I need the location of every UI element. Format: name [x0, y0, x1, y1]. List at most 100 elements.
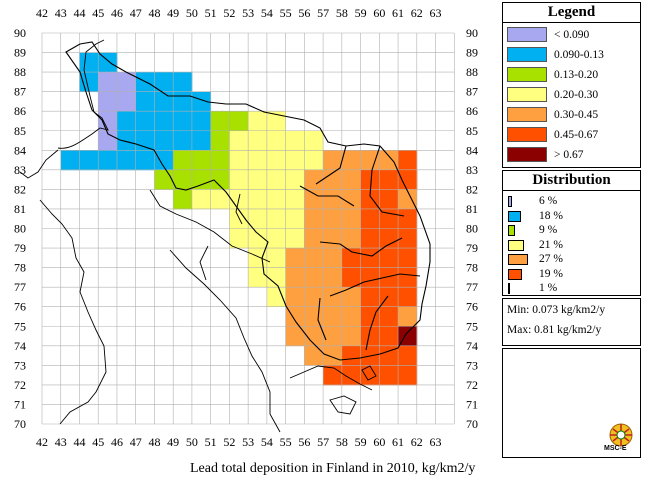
- deposition-cell: [116, 72, 137, 93]
- deposition-cell: [304, 228, 324, 249]
- legend-item: 0.45-0.67: [507, 127, 598, 143]
- y-tick-label: 77: [466, 280, 478, 294]
- distribution-item: 1 %: [508, 282, 557, 295]
- deposition-cell: [341, 267, 361, 288]
- x-tick-label: 55: [280, 435, 292, 449]
- legend-item: 0.090-0.13: [507, 47, 604, 63]
- legend-item: 0.13-0.20: [507, 67, 598, 83]
- y-tick-label: 74: [466, 339, 478, 353]
- deposition-cell: [191, 150, 212, 171]
- x-axis-bottom: 42 43 44 45 46 47 48 49 50 51 52 53 54 55 56 57 58 59 60 61…: [36, 435, 442, 449]
- x-tick-label: 44: [73, 435, 85, 449]
- legend-swatch: [507, 87, 547, 102]
- y-tick-label: 76: [466, 300, 478, 314]
- logo-text: MSC-E: [604, 445, 627, 452]
- deposition-cell: [135, 111, 155, 132]
- x-tick-label: 60: [373, 435, 385, 449]
- y-tick-label: 86: [14, 104, 26, 118]
- deposition-cell: [323, 189, 343, 210]
- deposition-cell: [266, 287, 287, 308]
- y-tick-label: 77: [14, 280, 26, 294]
- deposition-cell: [210, 150, 230, 171]
- legend-swatch: [507, 27, 547, 42]
- distribution-item: 9 %: [508, 224, 557, 237]
- deposition-cell: [285, 130, 305, 151]
- deposition-cell: [173, 91, 193, 112]
- distribution-percent: 1 %: [539, 282, 558, 294]
- deposition-cell: [304, 248, 324, 268]
- y-tick-label: 81: [466, 202, 478, 216]
- distribution-item: 18 %: [508, 210, 563, 223]
- x-tick-label: 54: [261, 6, 273, 20]
- deposition-cell: [304, 208, 324, 229]
- deposition-cell: [360, 208, 380, 229]
- legend-label: 0.45-0.67: [554, 129, 599, 141]
- deposition-cell: [323, 326, 343, 347]
- legend-item: 0.30-0.45: [507, 107, 598, 123]
- x-tick-label: 43: [55, 6, 67, 20]
- x-tick-label: 54: [261, 435, 273, 449]
- x-tick-label: 58: [336, 6, 348, 20]
- deposition-cell: [360, 326, 380, 347]
- deposition-cell: [98, 111, 118, 132]
- deposition-cell: [116, 111, 137, 132]
- y-tick-label: 89: [466, 46, 478, 60]
- deposition-cell: [379, 345, 399, 366]
- deposition-cell: [229, 169, 249, 190]
- deposition-cell: [341, 365, 361, 386]
- deposition-cell: [285, 228, 305, 249]
- deposition-cell: [135, 150, 155, 171]
- deposition-cell: [154, 91, 174, 112]
- x-tick-label: 45: [92, 6, 104, 20]
- x-tick-label: 49: [167, 6, 179, 20]
- deposition-cell: [341, 306, 361, 327]
- distribution-panel: Distribution 6 % 18 % 9 % 21 % 27 % 19 % 1 %: [502, 170, 641, 296]
- deposition-cell: [248, 111, 268, 132]
- deposition-cell: [229, 228, 249, 249]
- deposition-cell: [248, 208, 268, 229]
- x-tick-label: 45: [92, 435, 104, 449]
- coastline: [19, 39, 377, 433]
- deposition-cell: [285, 306, 305, 327]
- x-tick-label: 61: [392, 6, 404, 20]
- distribution-item: 19 %: [508, 268, 563, 281]
- deposition-cell: [379, 189, 399, 210]
- deposition-cell: [266, 208, 287, 229]
- x-tick-label: 61: [392, 435, 404, 449]
- deposition-cell: [98, 52, 118, 73]
- deposition-cell: [60, 150, 80, 171]
- map-caption: Lead total deposition in Finland in 2010…: [190, 461, 476, 476]
- deposition-cell: [154, 111, 174, 132]
- deposition-cell: [304, 169, 324, 190]
- logo-area: MSC-E: [502, 348, 641, 458]
- x-tick-label: 52: [223, 435, 235, 449]
- x-tick-label: 48: [148, 435, 160, 449]
- x-tick-label: 57: [317, 435, 329, 449]
- deposition-cell: [304, 267, 324, 288]
- distribution-percent: 9 %: [539, 224, 558, 236]
- deposition-cell: [116, 91, 137, 112]
- deposition-cell: [135, 91, 155, 112]
- finland-border: [65, 41, 431, 361]
- legend-label: 0.090-0.13: [554, 49, 604, 61]
- deposition-cell: [360, 150, 380, 171]
- deposition-cell: [154, 130, 174, 151]
- deposition-cell: [304, 130, 324, 151]
- y-tick-label: 88: [14, 65, 26, 79]
- y-tick-label: 70: [14, 417, 26, 431]
- x-tick-label: 59: [355, 6, 367, 20]
- y-tick-label: 90: [14, 26, 26, 40]
- deposition-map: 42 43 44 45 46 47 48 49 50 51 52 53 54 55 56 57 58 59 60 61…: [14, 6, 478, 449]
- y-axis-left: 90 89 88 87 86 85 84 83 82 81 80 79 78 77 76 75 74 73 72 71…: [14, 26, 26, 431]
- deposition-cell: [341, 189, 361, 210]
- distribution-bar: [508, 225, 515, 236]
- deposition-cell: [229, 111, 249, 132]
- deposition-cell: [398, 267, 418, 288]
- x-tick-label: 60: [373, 6, 385, 20]
- deposition-cell: [379, 169, 399, 190]
- x-tick-label: 51: [205, 435, 217, 449]
- y-tick-label: 71: [466, 397, 478, 411]
- deposition-cell: [341, 287, 361, 308]
- distribution-bar: [508, 239, 524, 251]
- deposition-cell: [266, 189, 287, 210]
